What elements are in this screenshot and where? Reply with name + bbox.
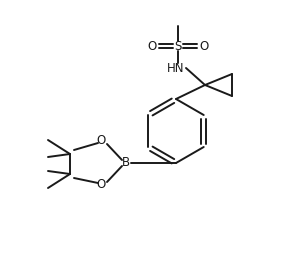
Text: HN: HN [167,61,185,75]
Text: O: O [96,178,106,192]
Text: S: S [174,39,182,53]
Text: B: B [122,156,130,170]
Text: O: O [96,135,106,147]
Text: O: O [200,39,209,53]
Text: O: O [147,39,157,53]
